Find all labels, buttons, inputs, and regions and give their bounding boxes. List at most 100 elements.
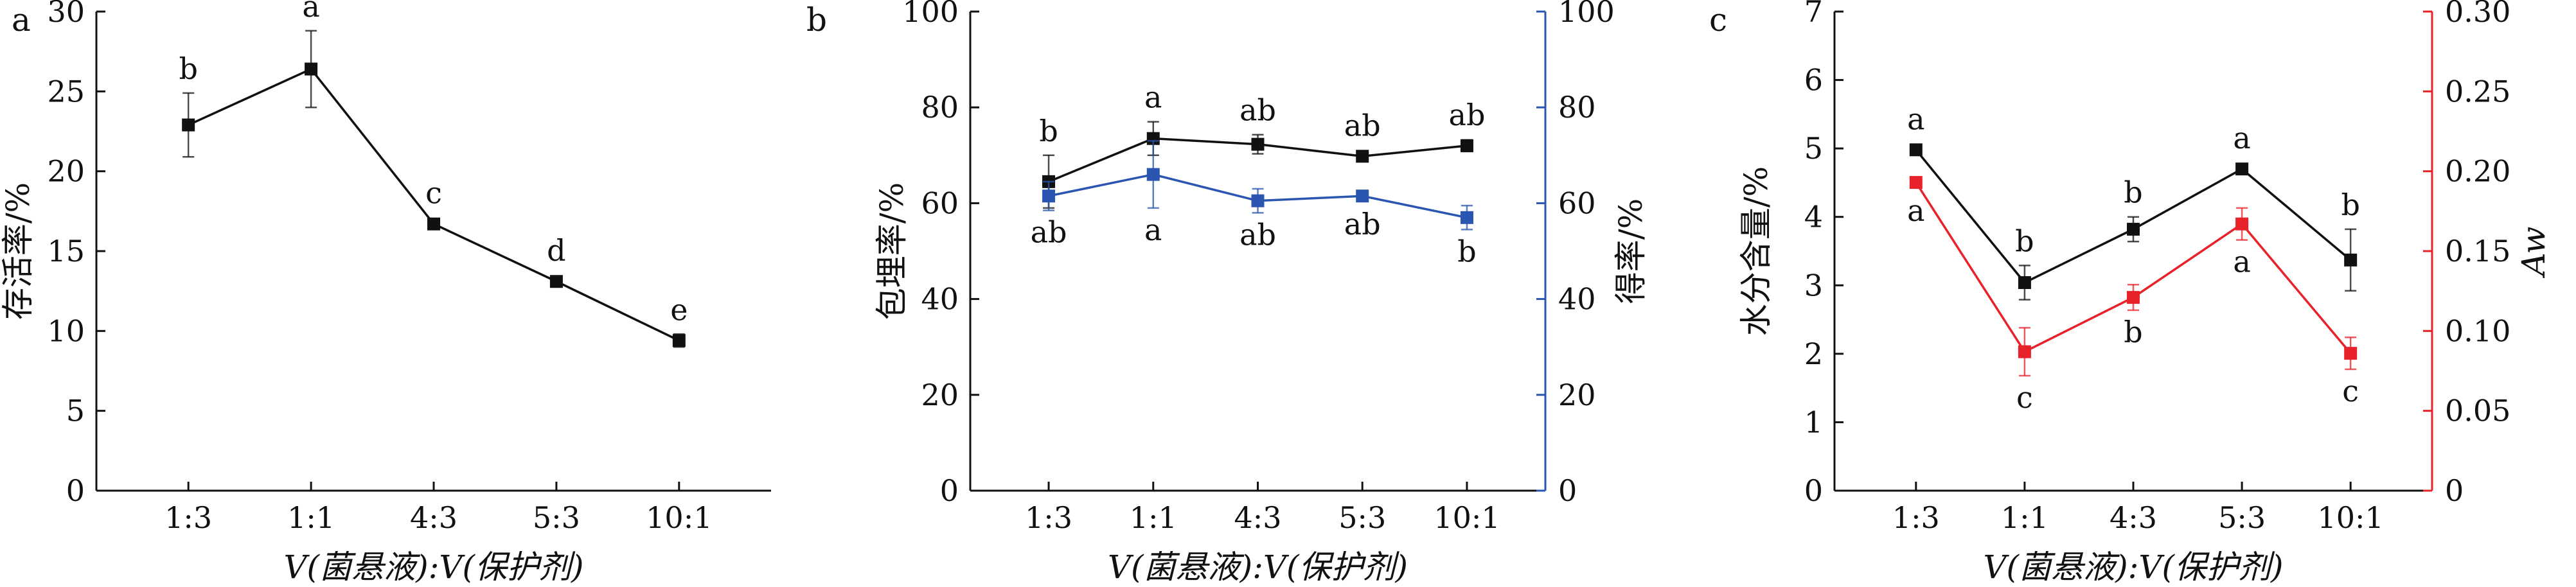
significance-letter: b xyxy=(179,51,197,86)
y-tick-label: 0 xyxy=(66,473,85,508)
significance-letter: ab xyxy=(1449,98,1486,132)
significance-letter: a xyxy=(2233,245,2250,279)
data-point xyxy=(1251,137,1265,151)
data-point xyxy=(2235,162,2249,176)
y-axis-label: 包埋率/% xyxy=(873,182,910,320)
significance-letter: ab xyxy=(1344,207,1381,241)
data-point xyxy=(1460,139,1473,152)
right-y-axis-label: Aw xyxy=(2515,227,2552,279)
data-point xyxy=(1251,194,1265,207)
data-point xyxy=(305,62,318,76)
right-y-tick-label: 100 xyxy=(1558,0,1615,29)
panel-label: c xyxy=(1709,1,1727,39)
x-tick-label: 5:3 xyxy=(533,500,580,535)
significance-letter: a xyxy=(302,0,319,24)
y-tick-label: 25 xyxy=(47,74,85,109)
x-tick-label: 1:1 xyxy=(1130,500,1177,535)
right-y-axis-label: 得率/% xyxy=(1612,198,1649,304)
x-tick-label: 10:1 xyxy=(1434,500,1500,535)
x-axis-label: V(菌悬液):V(保护剂) xyxy=(1108,548,1408,586)
significance-letter: b xyxy=(2124,315,2142,349)
chart-panel-b: b 0 20 40 60 80 100 0 20 40 60 80 100 1:3 1:1 4:3 5:3 10:… xyxy=(806,0,1649,586)
x-tick-label: 1:3 xyxy=(164,500,212,535)
data-point xyxy=(2018,345,2031,358)
data-point xyxy=(1146,168,1160,181)
y-axis-label: 水分含量/% xyxy=(1737,166,1775,336)
data-point xyxy=(2018,276,2031,290)
right-y-tick-label: 40 xyxy=(1558,282,1596,317)
x-tick-label: 5:3 xyxy=(1338,500,1386,535)
significance-letter: ab xyxy=(1239,217,1276,252)
x-axis-label: V(菌悬液):V(保护剂) xyxy=(283,548,583,586)
significance-letter: d xyxy=(547,233,565,268)
x-tick-label: 1:3 xyxy=(1025,500,1072,535)
y-tick-label: 15 xyxy=(47,234,85,268)
y-tick-label: 20 xyxy=(47,154,85,189)
significance-letter: ab xyxy=(1239,93,1276,128)
data-point xyxy=(1356,150,1369,163)
data-point xyxy=(1909,176,1923,189)
x-tick-label: 4:3 xyxy=(410,500,457,535)
y-tick-label: 0 xyxy=(1804,473,1823,508)
significance-letter: a xyxy=(1907,193,1924,228)
y-tick-label: 100 xyxy=(902,0,959,29)
significance-letter: a xyxy=(1144,213,1162,247)
right-y-tick-label: 0 xyxy=(1558,473,1577,508)
right-y-tick-label: 0.20 xyxy=(2445,154,2510,189)
y-tick-label: 60 xyxy=(921,186,959,220)
significance-letter: b xyxy=(2341,188,2359,222)
y-axis-label: 存活率/% xyxy=(0,182,37,320)
chart-panel-c: c 0 1 2 3 4 5 6 7 0 0.05 0.10 0.15 0.20 0.25 0.30 1:3 1:1… xyxy=(1709,0,2552,586)
right-y-tick-label: 0 xyxy=(2445,473,2464,508)
data-point xyxy=(1042,189,1056,203)
data-point xyxy=(1909,143,1923,157)
x-tick-label: 4:3 xyxy=(2110,500,2157,535)
y-tick-label: 10 xyxy=(47,313,85,348)
data-point xyxy=(1356,189,1369,203)
significance-letter: b xyxy=(2015,223,2034,258)
x-tick-label: 1:1 xyxy=(2001,500,2048,535)
right-y-tick-label: 0.05 xyxy=(2445,394,2510,428)
y-tick-label: 2 xyxy=(1804,337,1823,371)
data-point xyxy=(1460,211,1473,224)
chart-panel-a: a 0 5 10 15 20 25 30 1:3 1:1 4:3 5:3 10:1 V(菌悬液):V(保护… xyxy=(0,0,771,586)
y-tick-label: 3 xyxy=(1804,268,1823,302)
y-tick-label: 80 xyxy=(921,90,959,125)
x-tick-label: 10:1 xyxy=(646,500,712,535)
y-tick-label: 7 xyxy=(1804,0,1823,29)
data-point xyxy=(2344,253,2358,267)
y-tick-label: 20 xyxy=(921,378,959,412)
y-tick-label: 5 xyxy=(66,394,85,428)
x-tick-label: 1:1 xyxy=(287,500,335,535)
significance-letter: a xyxy=(1144,80,1162,115)
significance-letter: e xyxy=(670,292,688,327)
significance-letter: ab xyxy=(1344,108,1381,143)
right-y-tick-label: 0.25 xyxy=(2445,74,2510,109)
right-y-tick-label: 80 xyxy=(1558,90,1596,125)
right-y-tick-label: 0.10 xyxy=(2445,313,2510,348)
right-y-tick-label: 0.15 xyxy=(2445,234,2510,268)
significance-letter: c xyxy=(2342,374,2359,408)
y-tick-label: 0 xyxy=(940,473,959,508)
data-point xyxy=(427,217,440,231)
significance-letter: a xyxy=(1907,101,1924,136)
significance-letter: b xyxy=(1457,234,1476,268)
data-point xyxy=(549,275,563,288)
significance-letter: b xyxy=(2124,175,2142,210)
significance-letter: c xyxy=(2016,380,2033,415)
x-tick-label: 5:3 xyxy=(2218,500,2266,535)
y-tick-label: 40 xyxy=(921,282,959,317)
significance-letter: ab xyxy=(1031,215,1067,250)
panel-label: b xyxy=(806,1,827,39)
y-tick-label: 6 xyxy=(1804,63,1823,98)
significance-letter: c xyxy=(425,176,442,211)
x-tick-label: 4:3 xyxy=(1234,500,1281,535)
y-tick-label: 30 xyxy=(47,0,85,29)
x-tick-label: 10:1 xyxy=(2318,500,2384,535)
data-point xyxy=(2127,291,2140,304)
y-tick-label: 1 xyxy=(1804,405,1823,439)
significance-letter: a xyxy=(2233,121,2250,155)
x-axis-label: V(菌悬液):V(保护剂) xyxy=(1983,548,2283,586)
data-point xyxy=(2344,347,2358,360)
